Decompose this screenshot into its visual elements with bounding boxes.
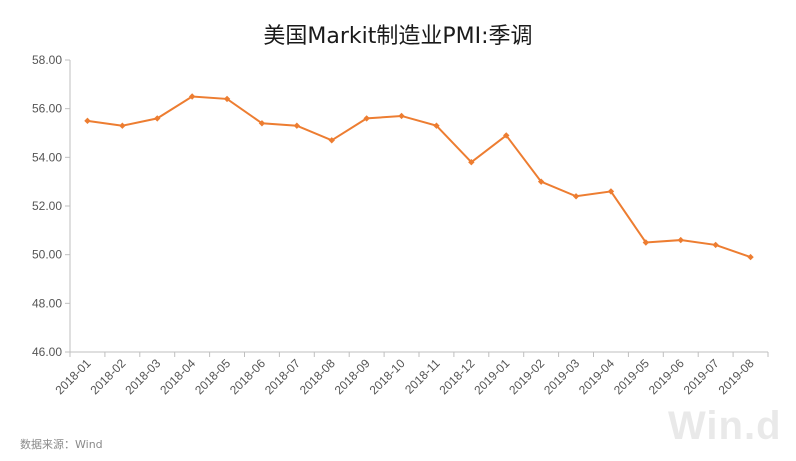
- x-tick-label: 2018-05: [192, 356, 233, 397]
- x-tick-label: 2019-02: [506, 356, 547, 397]
- data-point: [572, 193, 580, 200]
- y-tick-label: 46.00: [32, 345, 62, 359]
- series-points: [84, 93, 754, 261]
- x-axis-ticks: 2018-012018-022018-032018-042018-052018-…: [53, 352, 769, 397]
- y-axis-ticks: 46.00 48.00 50.00 52.00 54.00 56.00 58.00: [32, 53, 70, 359]
- data-point: [188, 93, 196, 100]
- data-point: [747, 253, 754, 261]
- x-tick-label: 2019-05: [611, 356, 652, 397]
- data-point: [468, 159, 475, 166]
- axes: [69, 60, 768, 353]
- x-tick-label: 2019-01: [471, 356, 512, 397]
- data-point: [223, 95, 231, 103]
- watermark-logo: Win.d: [668, 404, 782, 448]
- data-point: [84, 117, 91, 125]
- x-tick-label: 2018-01: [53, 356, 94, 397]
- data-point: [677, 236, 684, 244]
- data-point: [154, 115, 161, 122]
- y-tick-label: 48.00: [32, 296, 62, 310]
- x-tick-label: 2018-12: [436, 356, 477, 397]
- x-tick-label: 2018-08: [297, 356, 338, 397]
- y-tick-label: 52.00: [32, 199, 62, 213]
- x-tick-label: 2018-11: [402, 356, 443, 397]
- y-tick-label: 58.00: [32, 53, 62, 67]
- data-point: [119, 122, 126, 129]
- data-point: [258, 120, 266, 127]
- data-point: [363, 115, 370, 122]
- data-point: [712, 241, 719, 249]
- data-point: [293, 122, 301, 129]
- series-line: [87, 95, 751, 259]
- x-tick-label: 2019-03: [541, 356, 582, 397]
- data-point: [398, 112, 405, 120]
- y-tick-label: 50.00: [32, 248, 62, 262]
- x-tick-label: 2019-04: [576, 356, 617, 397]
- data-point: [537, 178, 545, 185]
- source-note: 数据来源：Wind: [20, 438, 103, 451]
- data-point: [503, 132, 510, 139]
- chart-title: 美国Markit制造业PMI:季调: [263, 24, 533, 49]
- x-tick-label: 2019-06: [646, 356, 687, 397]
- x-tick-label: 2019-08: [716, 356, 757, 397]
- data-point: [607, 188, 615, 195]
- data-point: [328, 137, 335, 144]
- x-tick-label: 2018-03: [122, 356, 163, 397]
- x-tick-label: 2019-07: [681, 356, 722, 397]
- y-tick-label: 56.00: [32, 102, 62, 116]
- x-tick-label: 2018-04: [157, 356, 198, 397]
- x-tick-label: 2018-09: [332, 356, 373, 397]
- data-point: [433, 122, 440, 129]
- x-tick-label: 2018-10: [367, 356, 408, 397]
- y-tick-label: 54.00: [32, 150, 62, 164]
- data-point: [642, 239, 650, 246]
- x-tick-label: 2018-02: [87, 356, 128, 397]
- x-tick-label: 2018-07: [262, 356, 303, 397]
- x-tick-label: 2018-06: [227, 356, 268, 397]
